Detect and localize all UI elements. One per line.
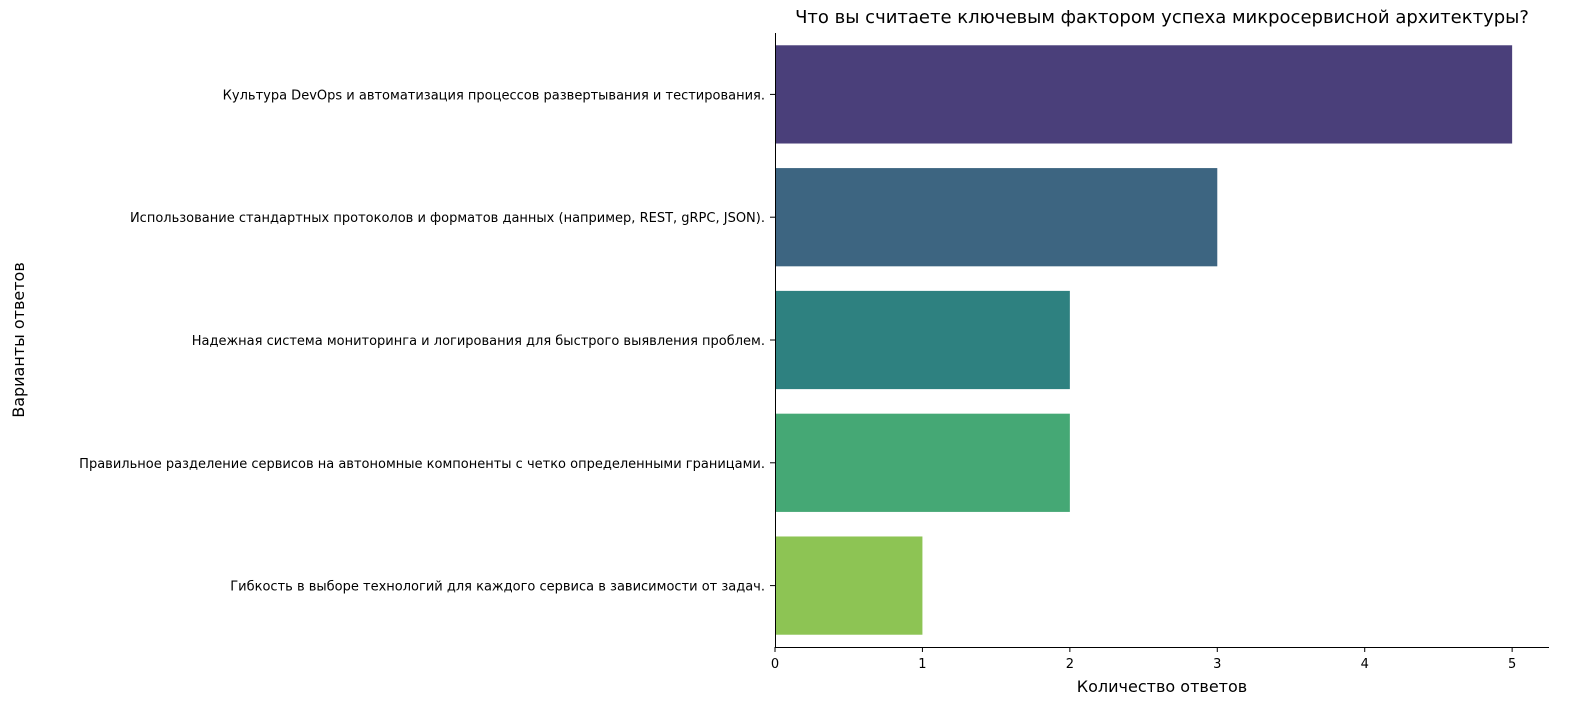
bar [775, 536, 923, 635]
x-tick-label: 5 [1508, 657, 1516, 672]
category-label: Надежная система мониторинга и логирован… [192, 334, 765, 349]
bar [775, 45, 1513, 144]
x-axis-label: Количество ответов [1077, 677, 1247, 696]
x-tick-label: 4 [1361, 657, 1369, 672]
y-tick-labels: Культура DevOps и автоматизация процессо… [79, 88, 775, 595]
x-ticks: 0 1 2 3 4 5 [771, 647, 1516, 672]
x-tick-label: 3 [1213, 657, 1221, 672]
bar [775, 168, 1218, 267]
category-label: Правильное разделение сервисов на автоно… [79, 457, 765, 472]
category-label: Культура DevOps и автоматизация процессо… [223, 88, 765, 103]
y-axis-label: Варианты ответов [9, 262, 28, 418]
x-tick-label: 0 [771, 657, 779, 672]
bars-group [775, 45, 1513, 635]
category-label: Гибкость в выборе технологий для каждого… [230, 580, 765, 595]
x-tick-label: 1 [918, 657, 926, 672]
x-tick-label: 2 [1066, 657, 1074, 672]
chart-title: Что вы считаете ключевым фактором успеха… [795, 7, 1529, 28]
bar [775, 290, 1070, 390]
category-label: Использование стандартных протоколов и ф… [130, 211, 765, 226]
bar [775, 413, 1070, 512]
